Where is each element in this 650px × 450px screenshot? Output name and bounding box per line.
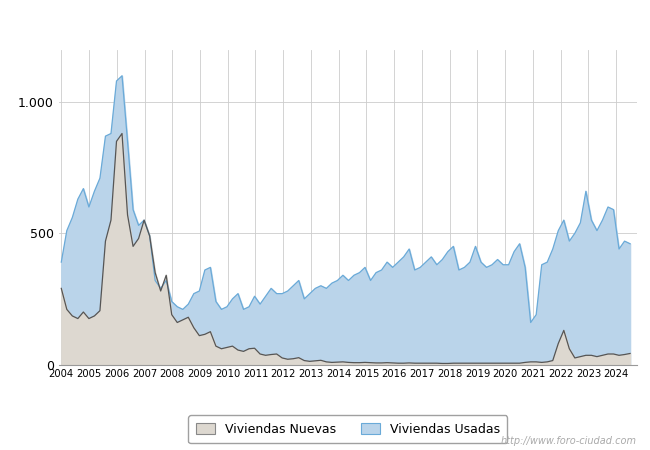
Text: http://www.foro-ciudad.com: http://www.foro-ciudad.com [501, 436, 637, 446]
Text: Dénia  -  Evolucion del Nº de Transacciones Inmobiliarias: Dénia - Evolucion del Nº de Transaccione… [90, 9, 560, 24]
Legend: Viviendas Nuevas, Viviendas Usadas: Viviendas Nuevas, Viviendas Usadas [188, 415, 507, 443]
